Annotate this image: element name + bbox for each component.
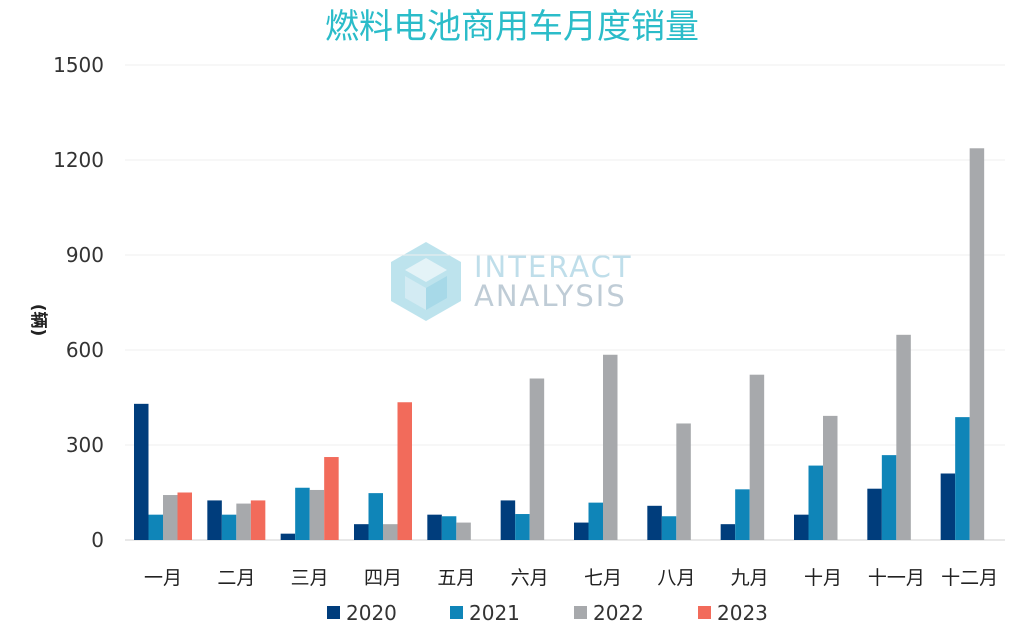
bar-2023-3 — [397, 402, 412, 540]
bar-2022-11 — [969, 148, 985, 540]
bar-2020-3 — [354, 524, 369, 540]
bar-2021-2 — [295, 487, 310, 540]
bar-2021-6 — [588, 502, 603, 540]
x-category-label: 十月 — [804, 567, 842, 589]
bar-2020-7 — [647, 505, 662, 540]
bar-2020-8 — [720, 524, 736, 540]
bar-2021-3 — [368, 493, 383, 540]
x-category-label: 十一月 — [868, 567, 925, 589]
x-category-label: 十二月 — [941, 567, 998, 589]
bar-2022-3 — [383, 524, 398, 540]
legend-item-2022: 2022 — [574, 601, 644, 625]
gridlines — [125, 64, 1005, 541]
bar-2022-5 — [529, 378, 545, 540]
y-tick-label: 900 — [66, 243, 104, 267]
bar-2021-0 — [148, 514, 163, 540]
bar-2022-1 — [236, 503, 251, 540]
y-tick-label: 1200 — [53, 148, 104, 172]
bar-2023-0 — [177, 492, 192, 540]
watermark-line1: INTERACT — [474, 250, 633, 284]
x-category-label: 六月 — [511, 567, 549, 589]
bar-2021-5 — [515, 514, 530, 540]
bar-2022-2 — [309, 489, 325, 540]
y-tick-label: 1500 — [53, 53, 104, 77]
x-category-label: 一月 — [144, 567, 182, 589]
x-category-label: 四月 — [364, 567, 402, 589]
bar-2021-7 — [661, 516, 677, 540]
bar-2020-10 — [867, 488, 882, 540]
bar-2021-10 — [881, 455, 897, 540]
bar-2022-7 — [676, 423, 691, 540]
bar-2022-8 — [749, 374, 765, 540]
legend-swatch — [698, 606, 711, 619]
x-category-label: 九月 — [731, 567, 769, 589]
bar-2021-1 — [221, 514, 237, 540]
bar-2020-0 — [134, 403, 149, 540]
watermark-logo-icon — [391, 242, 461, 321]
legend-swatch — [450, 606, 463, 619]
x-axis-categories: 一月 二月 三月 四月 五月 六月 七月 八月 九月 十月 十一月 十二月 — [144, 567, 998, 589]
legend-item-2023: 2023 — [698, 601, 768, 625]
legend: 2020 2021 2022 2023 — [327, 601, 768, 625]
bar-2020-2 — [280, 533, 296, 540]
bar-2022-9 — [823, 415, 838, 540]
legend-item-2020: 2020 — [327, 601, 397, 625]
legend-label: 2020 — [346, 601, 397, 625]
bar-2021-11 — [955, 417, 970, 540]
bar-2022-10 — [896, 334, 911, 540]
bar-2021-9 — [808, 465, 823, 540]
legend-swatch — [327, 606, 340, 619]
legend-item-2021: 2021 — [450, 601, 520, 625]
watermark-line2: ANALYSIS — [474, 279, 627, 313]
watermark: INTERACT ANALYSIS — [391, 242, 633, 321]
y-tick-label: 600 — [66, 338, 104, 362]
bar-2022-0 — [163, 495, 178, 540]
bar-2021-8 — [735, 489, 750, 540]
y-axis-ticks: 0 300 600 900 1200 1500 — [53, 53, 104, 552]
bar-2022-6 — [603, 354, 618, 540]
x-category-label: 三月 — [291, 567, 329, 589]
x-category-label: 五月 — [437, 567, 475, 589]
bar-2020-5 — [500, 500, 516, 540]
legend-label: 2023 — [717, 601, 768, 625]
bar-2020-9 — [794, 514, 809, 540]
bar-2020-1 — [207, 500, 222, 540]
y-tick-label: 0 — [91, 528, 104, 552]
bar-2020-4 — [427, 514, 442, 540]
legend-label: 2022 — [593, 601, 644, 625]
y-axis-label: (辆) — [28, 304, 49, 337]
x-category-label: 八月 — [657, 567, 695, 589]
legend-swatch — [574, 606, 587, 619]
bar-2023-2 — [324, 457, 339, 540]
bar-2020-6 — [574, 522, 589, 540]
x-category-label: 二月 — [217, 567, 255, 589]
bar-2020-11 — [940, 473, 956, 540]
chart-title: 燃料电池商用车月度销量 — [325, 7, 699, 47]
x-category-label: 七月 — [584, 567, 622, 589]
bar-2023-1 — [250, 500, 266, 540]
bar-2021-4 — [441, 516, 457, 540]
y-tick-label: 300 — [66, 433, 104, 457]
legend-label: 2021 — [469, 601, 520, 625]
bar-2022-4 — [456, 522, 471, 540]
bars — [134, 148, 985, 540]
